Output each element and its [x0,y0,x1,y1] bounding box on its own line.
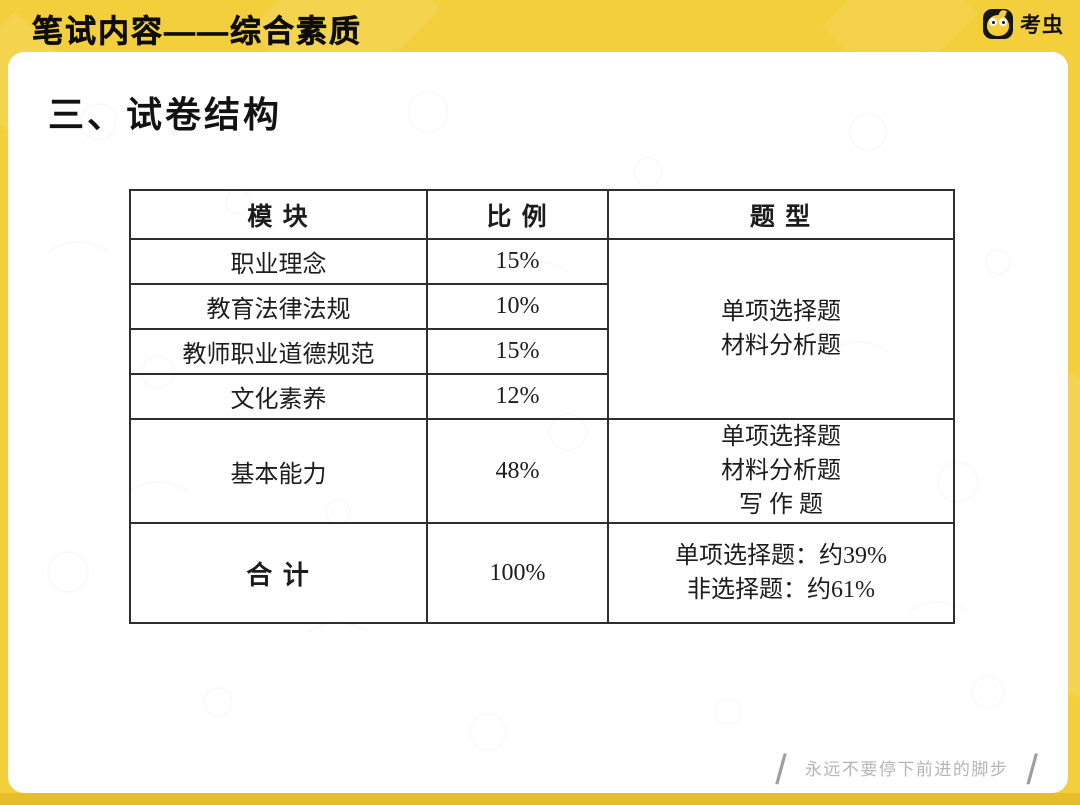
module-cell: 文化素养 [129,373,428,420]
header-bar: 笔试内容——综合素质 考虫 [0,0,1080,52]
section-heading: 三、试卷结构 [48,95,283,135]
ratio-cell: 15% [426,238,609,285]
table-row: 文化素养 12% [129,373,954,420]
slide-title: 笔试内容——综合素质 [32,14,362,50]
total-module-cell: 合 计 [129,522,428,624]
table-row: 职业理念 15% 单项选择题 材料分析题 [129,238,955,420]
brand-name: 考虫 [1020,14,1064,37]
slash-decoration: / [775,746,787,793]
table-header-row: 模 块 比 例 题 型 [129,189,955,240]
module-cell: 职业理念 [129,238,428,285]
brand-logo: 考虫 [983,9,1064,39]
module-cell: 基本能力 [129,418,428,524]
module-cell: 教师职业道德规范 [129,328,428,375]
type-line: 单项选择题：约39% [675,543,887,569]
content-card: 三、试卷结构 模 块 比 例 题 型 职业理念 15% 单项选择题 材料分析题 … [8,52,1068,793]
ratio-cell: 10% [426,283,609,330]
type-line: 材料分析题 [721,333,841,359]
ratio-cell: 100% [426,522,609,624]
motto-text: 永远不要停下前进的脚步 [804,760,1009,779]
type-line: 非选择题：约61% [687,577,875,603]
footer-motto: / 永远不要停下前进的脚步 / [775,746,1038,793]
ratio-cell: 15% [426,328,609,375]
type-cell: 单项选择题：约39% 非选择题：约61% [607,522,955,624]
col-header-type: 题 型 [607,189,955,240]
module-cell: 教育法律法规 [129,283,428,330]
exam-structure-table: 模 块 比 例 题 型 职业理念 15% 单项选择题 材料分析题 教育法律法规 … [129,189,955,624]
table-row-basic-ability: 基本能力 48% 单项选择题 材料分析题 写 作 题 [129,418,955,524]
ratio-cell: 12% [426,373,609,420]
table-row-total: 合 计 100% 单项选择题：约39% 非选择题：约61% [129,522,955,624]
type-line: 单项选择题 [721,424,841,450]
table-row: 教育法律法规 10% [129,283,954,330]
table-row: 教师职业道德规范 15% [129,328,954,375]
kaochong-bug-icon [983,9,1013,39]
type-line: 单项选择题 [721,299,841,325]
type-cell: 单项选择题 材料分析题 写 作 题 [607,418,955,524]
col-header-ratio: 比 例 [426,189,609,240]
bottom-yellow-strip [0,793,1080,805]
type-line: 写 作 题 [739,492,823,518]
col-header-module: 模 块 [129,189,428,240]
ratio-cell: 48% [426,418,609,524]
slash-decoration: / [1026,746,1038,793]
type-line: 材料分析题 [721,458,841,484]
merged-type-cell: 单项选择题 材料分析题 [607,238,955,420]
